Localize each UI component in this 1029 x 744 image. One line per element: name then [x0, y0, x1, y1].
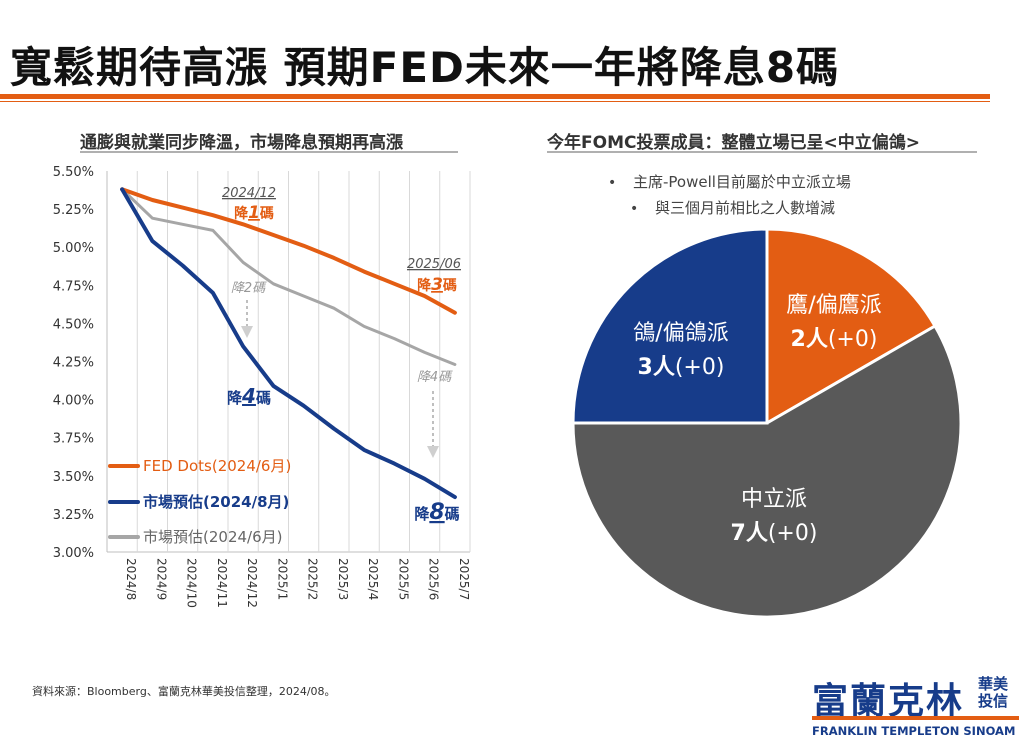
y-tick-label: 3.75%	[53, 432, 94, 447]
annotation-date: 2025/06	[407, 257, 461, 272]
page-title: 寬鬆期待高漲 預期FED未來一年將降息8碼	[10, 43, 840, 92]
pie-slice-count: 7人(+0)	[731, 521, 818, 546]
y-tick-label: 4.00%	[53, 394, 94, 409]
y-tick-label: 5.25%	[53, 203, 94, 218]
annotation-date: 2024/12	[222, 186, 276, 201]
pie-note: 與三個月前相比之人數增減	[655, 199, 835, 217]
title-rule-thin	[0, 101, 990, 102]
y-tick-label: 5.00%	[53, 241, 94, 256]
pie-chart-title-underline	[547, 151, 977, 153]
y-tick-label: 4.50%	[53, 317, 94, 332]
annotation-cut-3: 降3碼	[417, 275, 457, 295]
annotation-cut-1: 降1碼	[234, 203, 274, 223]
x-tick-label: 2025/5	[396, 558, 410, 600]
y-tick-label: 5.50%	[53, 165, 94, 180]
pie-slice	[571, 323, 963, 619]
line-chart-title-underline	[80, 151, 458, 153]
pie-slice-name: 中立派	[741, 487, 807, 512]
brand-logo: 富蘭克林	[812, 681, 965, 722]
y-tick-label: 3.50%	[53, 470, 94, 485]
x-tick-label: 2025/2	[306, 558, 320, 600]
pie-note-bullet: •	[630, 201, 638, 217]
line-chart-title: 通膨與就業同步降溫，市場降息預期再高漲	[80, 133, 403, 153]
x-tick-label: 2024/10	[185, 558, 199, 608]
pie-slice-name: 鴿/偏鴿派	[633, 321, 728, 346]
source-note: 資料來源：Bloomberg、富蘭克林華美投信整理，2024/08。	[32, 685, 336, 698]
y-tick-label: 4.75%	[53, 279, 94, 294]
pie-slice	[571, 227, 769, 425]
pie-note-bullet: •	[608, 175, 616, 191]
x-tick-label: 2025/1	[275, 558, 289, 600]
legend-label: 市場預估(2024/6月)	[143, 528, 282, 546]
x-tick-label: 2025/6	[427, 558, 441, 600]
y-tick-label: 3.00%	[53, 546, 94, 561]
legend-label: 市場預估(2024/8月)	[143, 493, 289, 511]
annotation-cut-4-june: 降4碼	[417, 370, 453, 385]
y-tick-label: 3.25%	[53, 508, 94, 523]
annotation-cut-8: 降8碼	[414, 500, 459, 525]
legend-label: FED Dots(2024/6月)	[143, 457, 291, 475]
series-line-market-jun	[120, 187, 457, 366]
annotation-arrow-head	[241, 326, 253, 338]
x-tick-label: 2024/12	[245, 558, 259, 608]
annotation-arrow-head	[427, 446, 439, 458]
brand-logo-en: FRANKLIN TEMPLETON SINOAM	[812, 724, 1016, 738]
y-tick-label: 4.25%	[53, 356, 94, 371]
pie-slice	[765, 227, 938, 426]
brand-logo-sub: 華美投信	[978, 675, 1009, 710]
x-tick-label: 2024/9	[154, 558, 168, 600]
series-line-market-aug	[120, 187, 457, 500]
pie-slice-count: 3人(+0)	[638, 355, 725, 380]
brand-logo-bar	[812, 716, 1019, 720]
x-tick-label: 2025/3	[336, 558, 350, 600]
x-tick-label: 2025/7	[457, 558, 471, 600]
x-tick-label: 2025/4	[366, 558, 380, 600]
x-tick-label: 2024/11	[215, 558, 229, 608]
pie-slice-name: 鷹/偏鷹派	[786, 293, 881, 318]
series-line-fed-dots	[120, 187, 457, 315]
pie-slice-count: 2人(+0)	[791, 327, 878, 352]
annotation-cut-4-market: 降4碼	[227, 384, 271, 408]
annotation-cut-2: 降2碼	[231, 281, 267, 296]
x-tick-label: 2024/8	[124, 558, 138, 600]
pie-chart-title: 今年FOMC投票成員：整體立場已呈<中立偏鴿>	[547, 133, 920, 153]
pie-note: 主席-Powell目前屬於中立派立場	[633, 173, 851, 191]
title-rule	[0, 94, 990, 99]
